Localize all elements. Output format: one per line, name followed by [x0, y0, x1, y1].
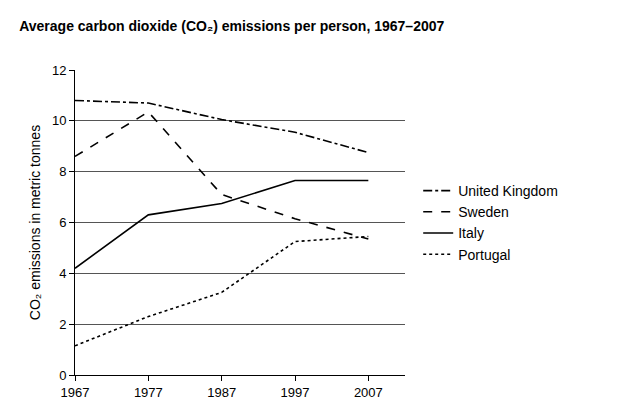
svg-text:Italy: Italy — [458, 225, 484, 241]
svg-text:4: 4 — [59, 266, 66, 281]
svg-text:United Kingdom: United Kingdom — [458, 183, 558, 199]
svg-text:8: 8 — [59, 164, 66, 179]
svg-text:Sweden: Sweden — [458, 204, 509, 220]
svg-text:0: 0 — [59, 368, 66, 383]
svg-text:6: 6 — [59, 215, 66, 230]
svg-text:CO₂ emissions in metric tonnes: CO₂ emissions in metric tonnes — [27, 125, 43, 320]
svg-text:1977: 1977 — [134, 385, 163, 400]
svg-text:1987: 1987 — [207, 385, 236, 400]
svg-text:10: 10 — [52, 113, 66, 128]
svg-text:Average carbon dioxide (CO₂) e: Average carbon dioxide (CO₂) emissions p… — [19, 18, 444, 34]
svg-text:12: 12 — [52, 63, 66, 78]
svg-text:Portugal: Portugal — [458, 247, 510, 263]
svg-text:1967: 1967 — [61, 385, 90, 400]
svg-text:2007: 2007 — [354, 385, 383, 400]
svg-text:1997: 1997 — [281, 385, 310, 400]
svg-text:2: 2 — [59, 317, 66, 332]
